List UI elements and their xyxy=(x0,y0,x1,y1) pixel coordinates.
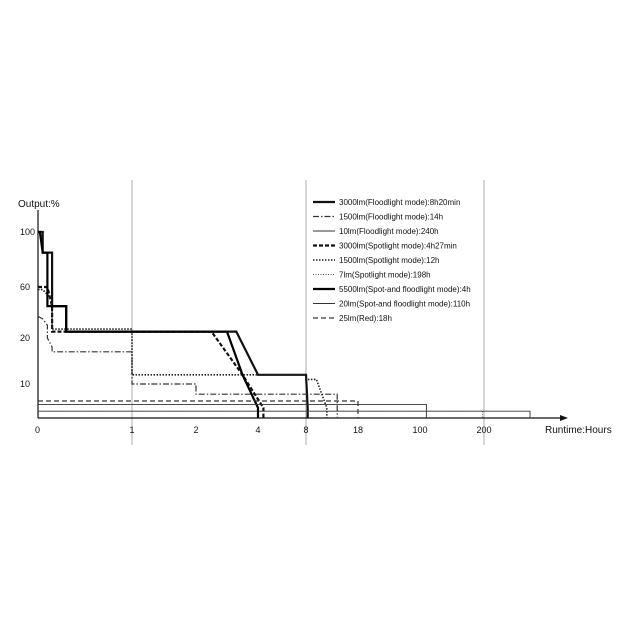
y-tick-label: 20 xyxy=(20,333,30,343)
y-axis-title: Output:% xyxy=(18,199,60,210)
series-line-6 xyxy=(38,410,484,418)
x-tick-label: 8 xyxy=(303,425,308,435)
x-axis-title: Runtime:Hours xyxy=(545,425,612,436)
series-line-5 xyxy=(38,288,328,418)
series-line-7 xyxy=(38,230,260,418)
y-tick-label: 60 xyxy=(20,282,30,292)
legend-label: 3000lm(Floodlight mode):8h20min xyxy=(339,198,460,207)
axes xyxy=(37,210,568,421)
x-tick-label: 1 xyxy=(129,425,134,435)
legend: 3000lm(Floodlight mode):8h20min 1500lm(Fl… xyxy=(313,198,471,323)
x-tick-label: 18 xyxy=(353,425,363,435)
series-line-9 xyxy=(38,400,359,418)
y-tick-label: 100 xyxy=(20,227,35,237)
legend-label: 5500lm(Spot-and floodlight mode):4h xyxy=(339,285,471,294)
data-series xyxy=(37,230,531,418)
series-line-4 xyxy=(38,285,265,418)
y-tick-label: 10 xyxy=(20,379,30,389)
series-line-2 xyxy=(37,315,338,418)
legend-label: 25lm(Red):18h xyxy=(339,314,392,323)
series-line-3 xyxy=(38,410,531,418)
legend-label: 1500lm(Floodlight mode):14h xyxy=(339,213,443,222)
x-tick-label: 0 xyxy=(35,425,40,435)
legend-label: 3000lm(Spotlight mode):4h27min xyxy=(339,242,457,251)
x-tick-label: 2 xyxy=(193,425,198,435)
legend-label: 1500lm(Spotlight mode):12h xyxy=(339,256,440,265)
legend-label: 7lm(Spotlight mode):198h xyxy=(339,271,431,280)
legend-label: 10lm(Floodlight mode):240h xyxy=(339,227,439,236)
x-tick-label: 100 xyxy=(412,425,427,435)
x-tick-label: 4 xyxy=(255,425,260,435)
legend-label: 20lm(Spot-and floodlight mode):110h xyxy=(339,300,470,309)
series-line-1 xyxy=(38,230,309,418)
x-tick-label: 200 xyxy=(476,425,491,435)
series-line-8 xyxy=(38,403,427,418)
x-axis-arrow xyxy=(560,415,568,421)
